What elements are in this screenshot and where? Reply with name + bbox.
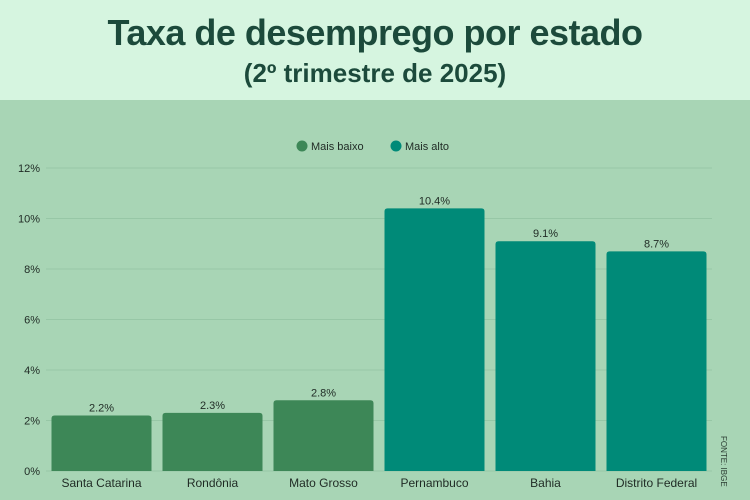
y-tick-label: 10%	[18, 214, 40, 226]
x-tick-label: Santa Catarina	[61, 476, 141, 490]
chart-subtitle: (2º trimestre de 2025)	[243, 58, 507, 88]
bar-value-label: 2.3%	[200, 400, 225, 412]
bar-chart: 0% 2% 4% 6% 8% 10% 12% Mais baixo Mais alto 2.2% S…	[18, 140, 712, 490]
bar-value-label: 10.4%	[419, 195, 450, 207]
y-tick-label: 12%	[18, 163, 40, 175]
bar-value-label: 2.2%	[89, 402, 114, 414]
legend-label: Mais alto	[405, 141, 449, 153]
bar	[273, 400, 374, 471]
chart-header: Taxa de desemprego por estado (2º trimes…	[0, 0, 750, 100]
y-tick-label: 0%	[24, 466, 40, 478]
chart-title: Taxa de desemprego por estado	[107, 12, 644, 53]
legend-label: Mais baixo	[311, 141, 364, 153]
source-note: FONTE: IBGE	[719, 436, 728, 487]
x-tick-label: Distrito Federal	[616, 476, 697, 490]
x-tick-label: Rondônia	[187, 476, 239, 490]
x-tick-label: Mato Grosso	[289, 476, 358, 490]
x-tick-label: Pernambuco	[400, 476, 468, 490]
legend-marker	[390, 140, 402, 152]
y-tick-label: 2%	[24, 416, 40, 428]
bar	[51, 415, 152, 471]
x-tick-label: Bahia	[530, 476, 561, 490]
bar-value-label: 2.8%	[311, 387, 336, 399]
bar	[606, 251, 707, 471]
legend-marker	[296, 140, 308, 152]
bar	[384, 208, 485, 471]
y-tick-label: 8%	[24, 264, 40, 276]
y-tick-label: 4%	[24, 365, 40, 377]
bar	[495, 241, 596, 471]
y-tick-label: 6%	[24, 315, 40, 327]
bar-value-label: 9.1%	[533, 228, 558, 240]
bar-value-label: 8.7%	[644, 238, 669, 250]
bar	[162, 412, 263, 471]
